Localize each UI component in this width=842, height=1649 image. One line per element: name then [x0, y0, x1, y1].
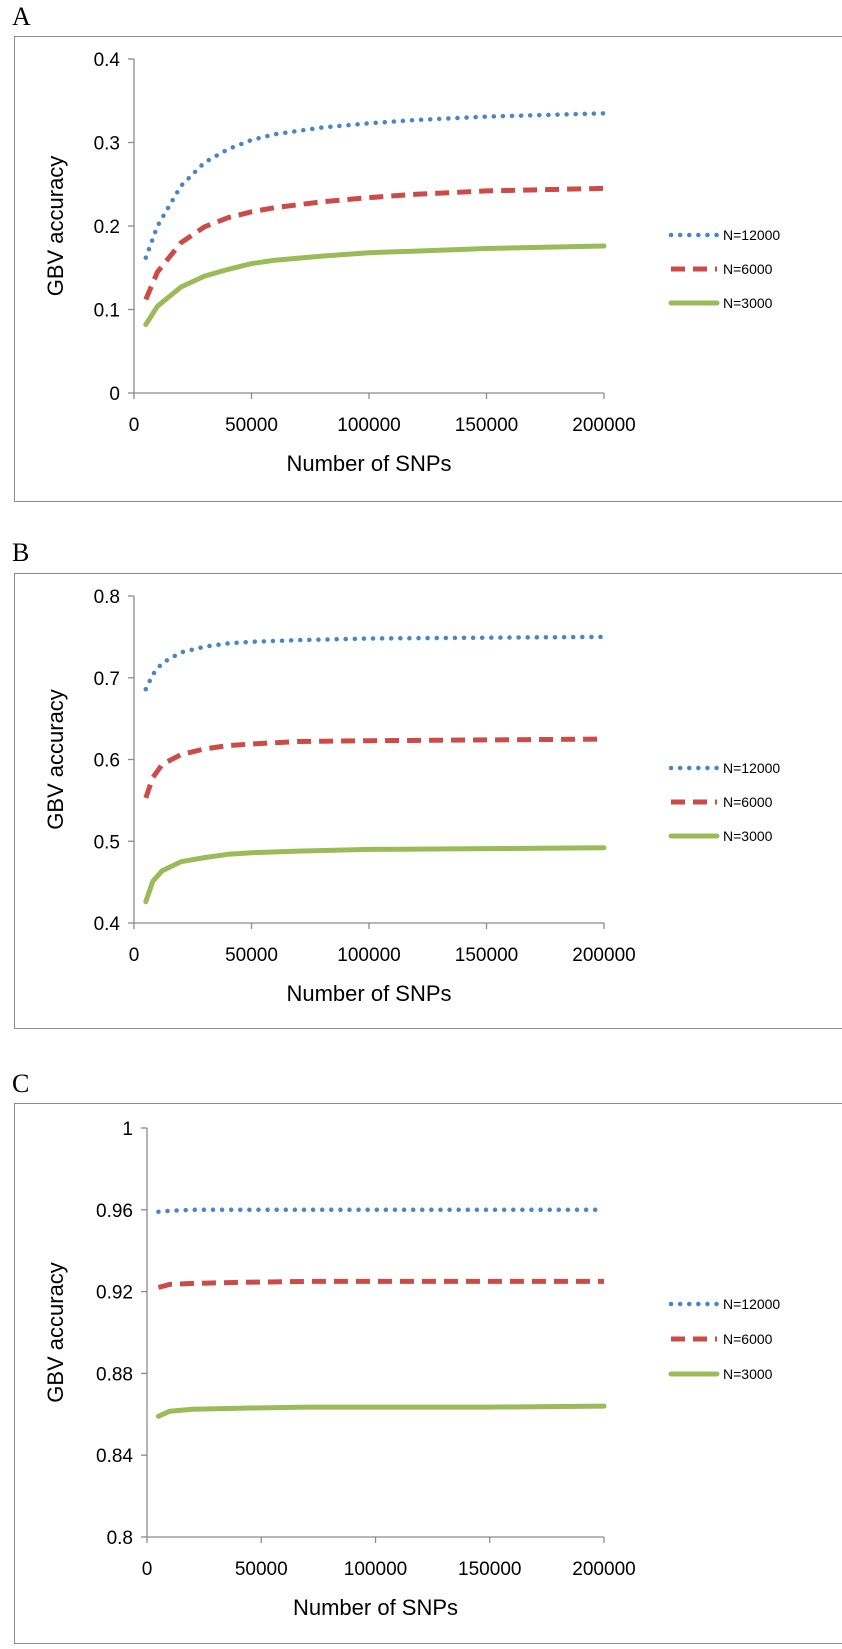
- legend-label: N=6000: [723, 794, 773, 810]
- x-tick-label: 50000: [225, 415, 278, 436]
- y-tick-label: 0.6: [94, 751, 120, 772]
- y-axis-title: GBV accuracy: [43, 1262, 68, 1403]
- panel-label-b: B: [12, 538, 30, 567]
- y-tick-label: 0.4: [94, 914, 121, 935]
- y-tick-label: 0.4: [94, 50, 121, 71]
- series-line-n-12000: [143, 111, 607, 260]
- x-tick-label: 100000: [337, 945, 400, 966]
- x-tick-label: 200000: [572, 945, 635, 966]
- series-line-n-6000: [157, 1278, 604, 1290]
- chart-frame-c: 0.8 0.84 0.88 0.92 0.96 1 0 50000 100000 150000 20…: [14, 1103, 842, 1644]
- x-axis-title: Number of SNPs: [293, 1595, 458, 1620]
- x-tick-label: 50000: [225, 945, 278, 966]
- chart-frame-a: 0 0.1 0.2 0.3 0.4 0 50000 100000 150000 200000 Num…: [14, 36, 842, 502]
- legend-label: N=3000: [723, 295, 773, 311]
- legend-label: N=12000: [723, 227, 780, 243]
- y-axis-title: GBV accuracy: [43, 156, 68, 297]
- chart-a: 0 0.1 0.2 0.3 0.4 0 50000 100000 150000 200000 Num…: [43, 50, 780, 476]
- x-tick-label: 150000: [455, 945, 518, 966]
- legend-label: N=3000: [723, 828, 773, 844]
- y-tick-label: 0: [109, 384, 120, 405]
- y-tick-label: 0.92: [96, 1283, 133, 1304]
- x-tick-label: 50000: [235, 1559, 288, 1580]
- series-line-n-3000: [143, 243, 607, 327]
- y-tick-label: 1: [122, 1119, 133, 1140]
- chart-frame-b: 0.4 0.5 0.6 0.7 0.8 0 50000 100000 150000 200000 N…: [14, 573, 842, 1029]
- x-tick-label: 150000: [458, 1559, 521, 1580]
- x-tick-label: 0: [129, 945, 140, 966]
- legend-label: N=6000: [723, 1331, 773, 1347]
- x-tick-label: 0: [129, 415, 140, 436]
- x-tick-label: 100000: [337, 415, 400, 436]
- y-tick-label: 0.2: [94, 217, 120, 238]
- legend-label: N=6000: [723, 261, 773, 277]
- legend-label: N=12000: [723, 1296, 780, 1312]
- chart-c: 0.8 0.84 0.88 0.92 0.96 1 0 50000 100000 150000 20…: [43, 1119, 780, 1620]
- x-tick-label: 200000: [572, 1559, 635, 1580]
- x-axis-title: Number of SNPs: [286, 981, 451, 1006]
- x-tick-label: 150000: [455, 415, 518, 436]
- x-tick-label: 100000: [344, 1559, 407, 1580]
- series-line-n-3000: [155, 1403, 607, 1419]
- y-tick-label: 0.1: [94, 301, 120, 322]
- y-tick-label: 0.3: [94, 134, 120, 155]
- panel-label-a: A: [12, 2, 31, 31]
- y-axis-title: GBV accuracy: [43, 689, 68, 830]
- y-tick-label: 0.88: [96, 1364, 133, 1385]
- series-line-n-12000: [156, 1207, 607, 1215]
- chart-b: 0.4 0.5 0.6 0.7 0.8 0 50000 100000 150000 200000 N…: [43, 587, 780, 1006]
- series-line-n-6000: [143, 736, 605, 799]
- y-tick-label: 0.5: [94, 832, 120, 853]
- y-tick-label: 0.96: [96, 1201, 133, 1222]
- series-line-n-3000: [143, 845, 607, 905]
- y-tick-label: 0.84: [96, 1446, 133, 1467]
- y-tick-label: 0.8: [94, 587, 120, 608]
- series-line-n-12000: [143, 634, 607, 692]
- y-tick-label: 0.7: [94, 669, 120, 690]
- legend-label: N=12000: [723, 760, 780, 776]
- panel-label-c: C: [12, 1069, 30, 1098]
- x-axis-title: Number of SNPs: [286, 451, 451, 476]
- x-tick-label: 200000: [572, 415, 635, 436]
- legend-label: N=3000: [723, 1366, 773, 1382]
- y-tick-label: 0.8: [107, 1528, 133, 1549]
- x-tick-label: 0: [142, 1559, 153, 1580]
- series-line-n-6000: [143, 185, 605, 301]
